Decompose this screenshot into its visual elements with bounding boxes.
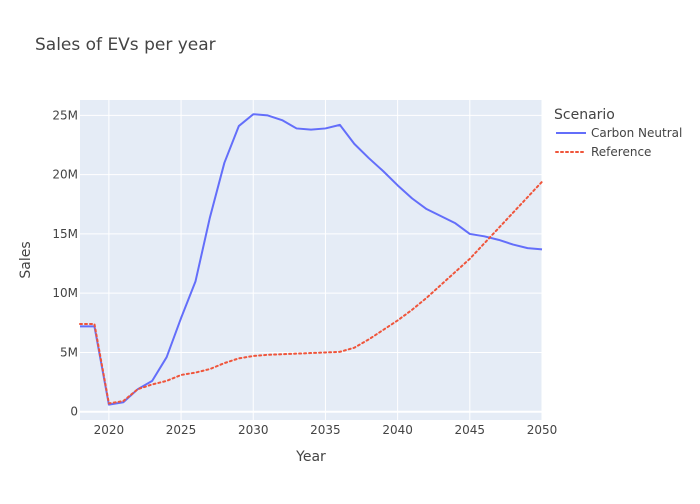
x-axis-ticks: 2020 2025 2030 2035 2040 2045 2050 — [94, 423, 558, 437]
series-line-1 — [80, 113, 543, 406]
x-tick-label: 2050 — [527, 423, 558, 437]
y-tick-label: 25M — [52, 108, 78, 122]
x-tick-label: 2035 — [310, 423, 341, 437]
legend-label: Carbon Neutral — [591, 126, 682, 140]
x-tick-label: 2040 — [382, 423, 413, 437]
series-lines — [79, 113, 543, 406]
series-line-2 — [79, 180, 543, 405]
y-axis-ticks: 0 5M 10M 15M 20M 25M — [52, 108, 78, 418]
legend-items: Carbon Neutral Reference — [555, 126, 682, 159]
chart-title: Sales of EVs per year — [35, 35, 216, 55]
legend: Scenario Carbon Neutral Reference — [554, 107, 682, 159]
y-tick-label: 10M — [52, 286, 78, 300]
plot-area — [80, 100, 542, 420]
y-tick-label: 15M — [52, 227, 78, 241]
y-tick-label: 0 — [70, 405, 78, 419]
y-tick-label: 5M — [60, 345, 78, 359]
y-tick-label: 20M — [52, 168, 78, 182]
legend-label: Reference — [591, 145, 651, 159]
x-tick-label: 2025 — [166, 423, 197, 437]
x-tick-label: 2045 — [455, 423, 486, 437]
x-tick-label: 2030 — [238, 423, 269, 437]
x-axis-label: Year — [295, 449, 326, 465]
legend-title: Scenario — [554, 107, 615, 123]
x-tick-label: 2020 — [94, 423, 125, 437]
y-axis-label: Sales — [18, 241, 34, 278]
